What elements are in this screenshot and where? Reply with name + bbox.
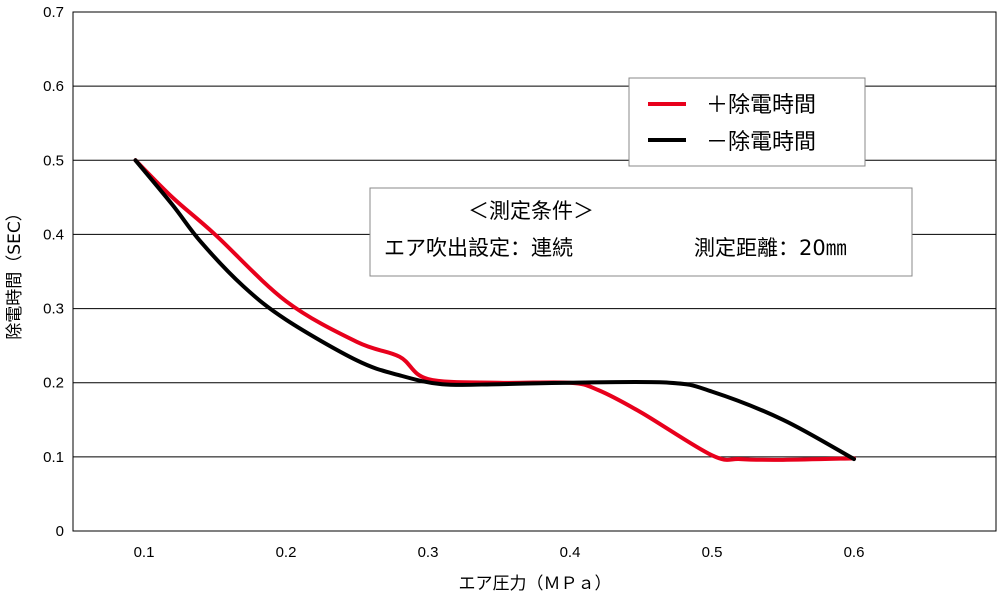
- y-axis-title: 除電時間（SEC）: [5, 204, 25, 339]
- y-tick-label: 0.5: [43, 152, 64, 169]
- conditions-title: ＜測定条件＞: [468, 199, 594, 223]
- series-line-minus: [133, 158, 856, 462]
- x-tick-labels: 0.1 0.2 0.3 0.4 0.5 0.6: [134, 544, 865, 561]
- conditions-box: ＜測定条件＞ エア吹出設定：連続 測定距離：20㎜: [369, 187, 913, 277]
- legend: ＋除電時間 －除電時間: [628, 77, 866, 167]
- x-tick-label: 0.1: [134, 544, 155, 561]
- x-tick-label: 0.3: [418, 544, 439, 561]
- legend-box: [628, 77, 866, 167]
- y-tick-label: 0.3: [43, 301, 64, 318]
- legend-label-plus: ＋除電時間: [706, 93, 816, 118]
- conditions-air-setting: エア吹出設定：連続: [384, 236, 573, 260]
- x-axis-title: エア圧力（ＭＰａ）: [459, 574, 612, 594]
- y-tick-label: 0.6: [43, 78, 64, 95]
- y-tick-label: 0.1: [43, 449, 64, 466]
- y-tick-label: 0.2: [43, 375, 64, 392]
- y-tick-label: 0.7: [43, 4, 64, 21]
- series-lines: [133, 158, 856, 462]
- x-tick-label: 0.5: [702, 544, 723, 561]
- x-tick-label: 0.6: [844, 544, 865, 561]
- legend-label-minus: －除電時間: [706, 130, 816, 155]
- conditions-frame: [369, 187, 913, 277]
- y-tick-label: 0.4: [43, 226, 64, 243]
- y-tick-labels: 0 0.1 0.2 0.3 0.4 0.5 0.6 0.7: [43, 4, 64, 540]
- conditions-distance: 測定距離：20㎜: [694, 236, 847, 260]
- x-tick-label: 0.4: [560, 544, 581, 561]
- y-tick-label: 0: [56, 523, 64, 540]
- x-tick-label: 0.2: [276, 544, 297, 561]
